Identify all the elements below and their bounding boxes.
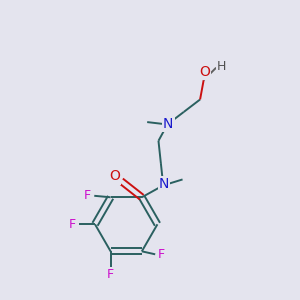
Text: H: H <box>217 60 226 73</box>
Text: O: O <box>109 169 120 184</box>
Text: F: F <box>107 268 114 281</box>
Text: F: F <box>84 189 91 202</box>
Text: O: O <box>199 65 210 79</box>
Text: N: N <box>163 117 173 130</box>
Text: F: F <box>158 248 165 261</box>
Text: N: N <box>159 178 169 191</box>
Text: F: F <box>69 218 76 231</box>
